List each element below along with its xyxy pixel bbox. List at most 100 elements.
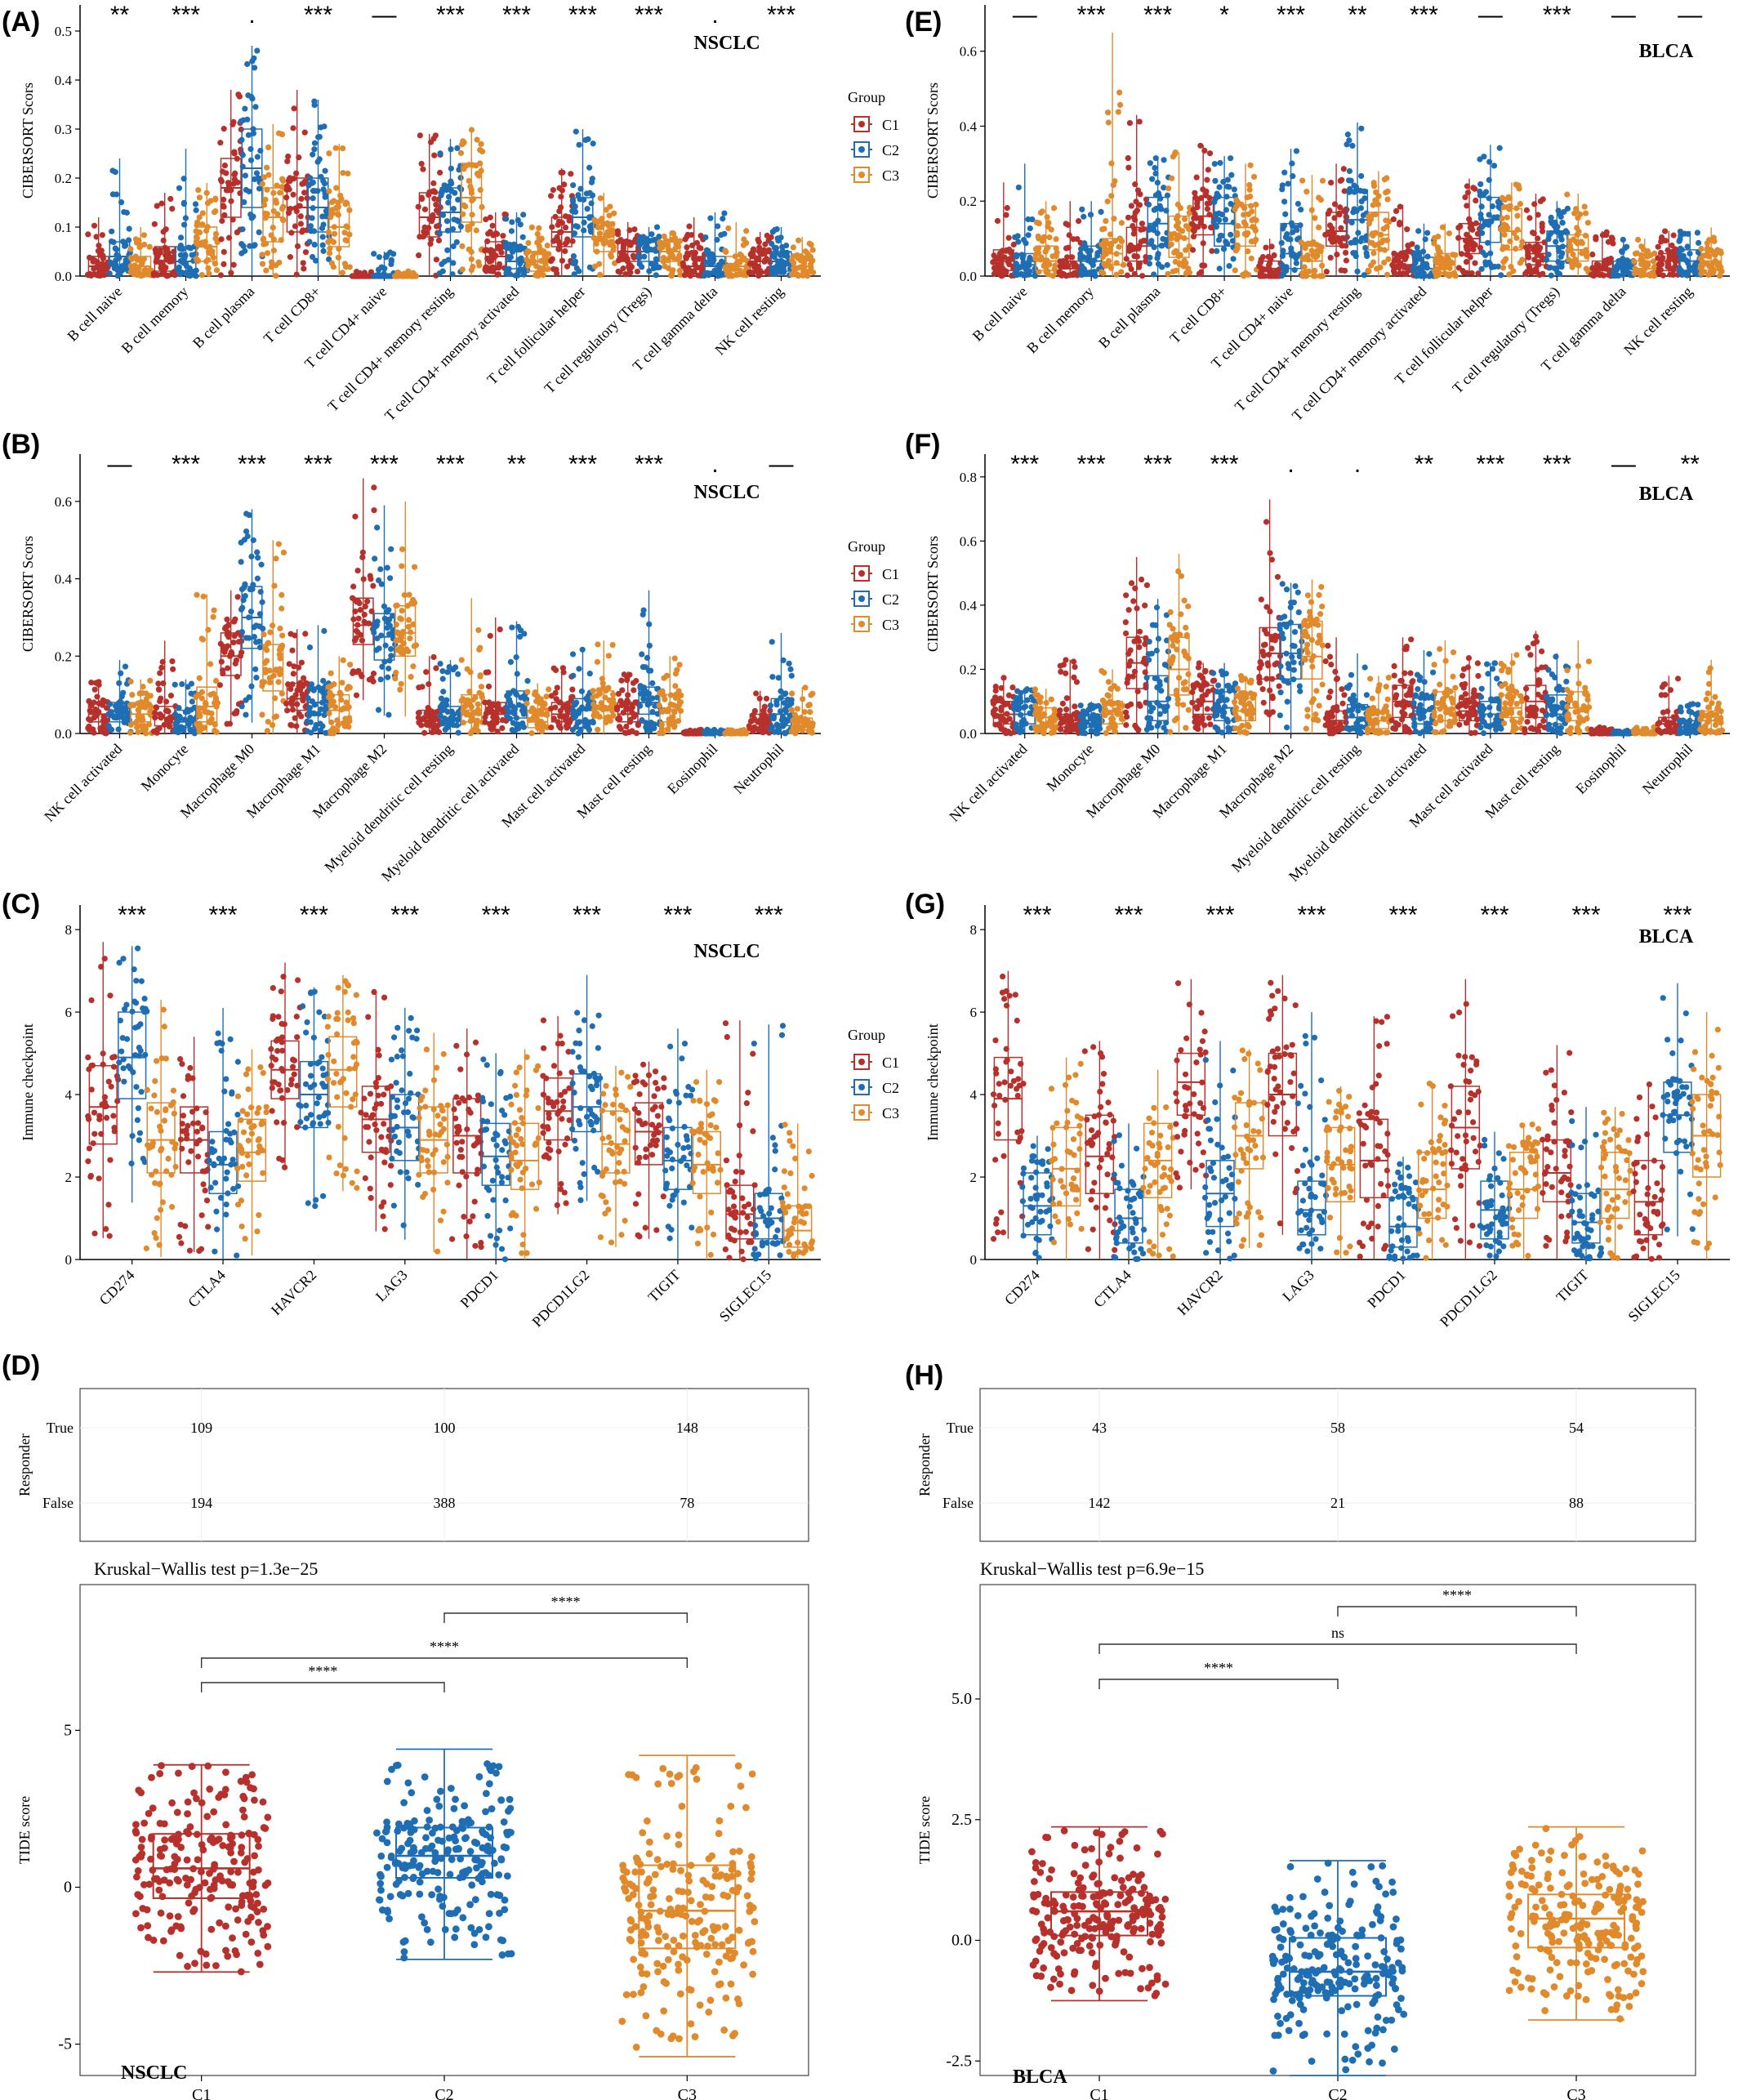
data-point — [167, 693, 175, 699]
data-point — [417, 1913, 426, 1921]
data-point — [273, 555, 279, 562]
data-point — [672, 245, 679, 252]
data-point — [683, 1133, 690, 1139]
data-point — [151, 221, 158, 227]
data-point — [510, 1210, 516, 1216]
data-point — [503, 1095, 510, 1101]
data-point — [223, 1201, 230, 1208]
data-point — [390, 251, 397, 257]
data-point — [763, 695, 770, 702]
data-point — [451, 1933, 459, 1942]
data-point — [431, 710, 438, 717]
data-point — [554, 235, 560, 243]
data-point — [188, 1763, 196, 1770]
data-point — [683, 1092, 689, 1099]
data-point — [245, 92, 252, 99]
data-point — [253, 675, 260, 681]
data-point — [238, 559, 244, 565]
data-point — [273, 273, 279, 279]
data-point — [570, 252, 577, 260]
data-point — [669, 1156, 675, 1163]
data-point — [459, 1153, 466, 1161]
data-point — [292, 692, 299, 698]
data-point — [198, 635, 205, 642]
data-point — [540, 1130, 546, 1136]
x-tick-label: T cell CD4+ memory activated — [381, 283, 522, 424]
data-point — [475, 701, 481, 707]
data-point — [586, 164, 593, 171]
data-point — [568, 171, 574, 177]
data-point — [200, 593, 207, 600]
data-point — [143, 1245, 149, 1251]
data-point — [500, 1818, 508, 1826]
data-point — [662, 1167, 669, 1174]
data-point — [524, 689, 531, 695]
data-point — [547, 193, 555, 199]
data-point — [365, 1014, 372, 1020]
data-point — [265, 144, 272, 150]
data-point — [326, 150, 332, 157]
data-point — [293, 170, 300, 176]
data-point — [441, 182, 448, 189]
data-point — [577, 185, 584, 192]
data-point — [461, 166, 467, 172]
data-point — [190, 1906, 198, 1914]
data-point — [436, 230, 443, 236]
data-point — [270, 985, 276, 992]
data-point — [127, 721, 134, 728]
data-point — [339, 145, 346, 152]
data-point — [240, 1129, 247, 1135]
data-point — [297, 221, 304, 227]
data-point — [325, 1051, 332, 1059]
data-point — [122, 663, 129, 670]
data-point — [646, 642, 653, 649]
data-point — [354, 1168, 360, 1175]
data-point — [751, 1246, 758, 1252]
data-point — [377, 1879, 385, 1888]
data-point — [666, 1235, 673, 1242]
data-point — [787, 1230, 795, 1237]
data-point — [106, 270, 113, 277]
data-point — [479, 1098, 487, 1105]
data-point — [684, 252, 691, 259]
data-point — [133, 978, 140, 984]
data-point — [614, 1144, 621, 1150]
data-point — [157, 670, 163, 676]
data-point — [156, 1845, 164, 1853]
data-point — [472, 694, 479, 701]
data-point — [316, 156, 323, 163]
data-point — [260, 1824, 268, 1831]
data-point — [87, 1174, 94, 1180]
x-tick-label: T cell CD8+ — [261, 283, 324, 347]
data-point — [218, 658, 225, 665]
data-point — [684, 231, 691, 239]
y-axis-label: CIBERSORT Scors — [20, 82, 36, 198]
data-point — [603, 1199, 609, 1206]
data-point — [252, 242, 258, 248]
data-point — [470, 1929, 479, 1937]
data-point — [479, 148, 486, 155]
data-point — [426, 1938, 434, 1946]
data-point — [653, 272, 659, 279]
data-point — [242, 1930, 250, 1938]
data-point — [180, 1112, 187, 1119]
data-point — [264, 1879, 272, 1887]
data-point — [482, 1790, 490, 1798]
data-point — [274, 1047, 281, 1054]
data-point — [130, 1069, 136, 1076]
data-point — [666, 1115, 672, 1121]
box — [154, 246, 176, 272]
data-point — [648, 231, 655, 238]
data-point — [419, 1094, 426, 1100]
data-point — [237, 1849, 245, 1857]
data-point — [694, 1240, 702, 1247]
data-point — [154, 1108, 161, 1116]
data-point — [231, 618, 238, 625]
significance-label: *** — [300, 902, 328, 929]
data-point — [497, 1856, 506, 1864]
data-point — [172, 1922, 180, 1930]
data-point — [564, 236, 571, 243]
data-point — [254, 1228, 261, 1235]
data-point — [264, 647, 270, 653]
data-point — [196, 675, 203, 681]
